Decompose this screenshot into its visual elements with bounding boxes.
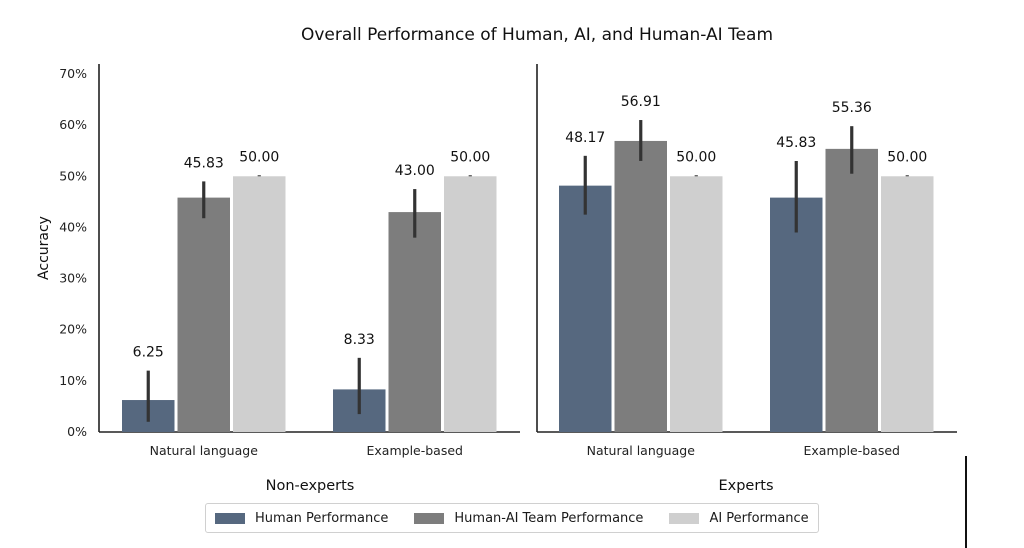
y-tick-label: 50% (59, 168, 87, 183)
bar-value-label: 50.00 (239, 149, 279, 165)
bar-value-label: 50.00 (450, 149, 490, 165)
bar-experts-natural-language-s1 (614, 140, 667, 433)
y-tick-label: 30% (59, 271, 87, 286)
y-tick-label: 0% (67, 424, 87, 439)
bar-value-label: 6.25 (133, 345, 164, 361)
bar-value-label: 43.00 (395, 163, 435, 179)
y-axis-label: Accuracy (36, 216, 52, 280)
y-tick-label: 60% (59, 117, 87, 132)
x-tick-label: Example-based (367, 443, 463, 458)
y-tick-label: 40% (59, 219, 87, 234)
x-tick-label: Example-based (804, 443, 900, 458)
panel-label-experts: Experts (718, 478, 773, 494)
bar-value-label: 56.91 (621, 94, 661, 110)
bar-non-experts-example-based-s1 (388, 212, 441, 432)
bar-value-label: 50.00 (887, 149, 927, 165)
legend-swatch-ai (669, 512, 700, 524)
bar-experts-example-based-s1 (825, 148, 878, 432)
legend-item-ai: AI Performance (669, 510, 809, 526)
chart-title: Overall Performance of Human, AI, and Hu… (301, 25, 773, 45)
legend: Human Performance Human-AI Team Performa… (205, 503, 819, 533)
bar-experts-example-based-s2 (881, 176, 934, 432)
x-tick-label: Natural language (150, 443, 259, 458)
y-tick-label: 20% (59, 322, 87, 337)
bar-experts-example-based-s0 (770, 197, 823, 432)
panel-label-non-experts: Non-experts (266, 478, 355, 494)
bar-non-experts-natural-language-s2 (233, 176, 286, 432)
bar-value-label: 48.17 (565, 130, 605, 146)
legend-item-human: Human Performance (215, 511, 388, 526)
y-tick-label: 70% (59, 66, 87, 81)
legend-label-human: Human Performance (255, 510, 389, 526)
legend-label-ai: AI Performance (709, 510, 809, 526)
bar-value-label: 55.36 (832, 100, 872, 116)
bar-value-label: 45.83 (184, 155, 224, 171)
x-tick-label: Natural language (587, 443, 696, 458)
bar-value-label: 45.83 (776, 135, 816, 151)
bar-experts-natural-language-s2 (670, 176, 723, 432)
y-tick-label: 10% (59, 373, 87, 388)
legend-swatch-human (215, 512, 245, 524)
bar-non-experts-natural-language-s1 (177, 197, 230, 432)
legend-label-team: Human-AI Team Performance (454, 510, 644, 526)
bar-experts-natural-language-s0 (559, 185, 612, 432)
legend-swatch-team (414, 512, 445, 524)
legend-item-team: Human-AI Team Performance (414, 511, 643, 526)
bar-value-label: 8.33 (344, 332, 375, 348)
vertical-rule (965, 456, 967, 548)
bar-value-label: 50.00 (676, 149, 716, 165)
bar-non-experts-example-based-s2 (444, 176, 497, 432)
